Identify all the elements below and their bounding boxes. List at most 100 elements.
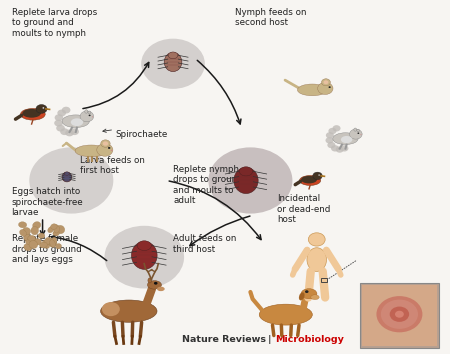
Ellipse shape xyxy=(307,248,327,272)
Ellipse shape xyxy=(22,109,41,118)
Ellipse shape xyxy=(26,238,33,244)
Circle shape xyxy=(340,145,348,152)
Circle shape xyxy=(60,128,69,135)
Text: |: | xyxy=(268,335,275,343)
Bar xyxy=(360,283,439,348)
Circle shape xyxy=(103,141,108,146)
Ellipse shape xyxy=(56,225,65,234)
Text: Eggs hatch into
spirochaete-free
larvae: Eggs hatch into spirochaete-free larvae xyxy=(12,188,83,217)
Ellipse shape xyxy=(33,222,41,229)
Ellipse shape xyxy=(259,304,312,325)
Ellipse shape xyxy=(28,235,36,241)
Ellipse shape xyxy=(20,108,45,120)
Circle shape xyxy=(305,290,309,293)
Circle shape xyxy=(42,107,44,109)
Ellipse shape xyxy=(148,278,152,283)
Text: Nature Reviews: Nature Reviews xyxy=(182,335,266,343)
Circle shape xyxy=(325,137,333,143)
Text: Microbiology: Microbiology xyxy=(274,335,344,343)
Text: Replete larva drops
to ground and
moults to nymph: Replete larva drops to ground and moults… xyxy=(12,8,97,38)
Bar xyxy=(321,278,327,282)
Circle shape xyxy=(54,114,63,121)
Circle shape xyxy=(324,80,328,84)
Ellipse shape xyxy=(354,128,357,131)
Ellipse shape xyxy=(234,167,258,194)
Ellipse shape xyxy=(54,225,59,233)
Ellipse shape xyxy=(29,240,38,249)
Ellipse shape xyxy=(301,176,317,183)
Ellipse shape xyxy=(51,224,57,229)
Bar xyxy=(362,285,437,346)
Circle shape xyxy=(328,86,331,88)
Circle shape xyxy=(57,109,66,116)
Circle shape xyxy=(54,120,63,126)
Ellipse shape xyxy=(85,110,88,113)
Ellipse shape xyxy=(20,229,27,236)
Ellipse shape xyxy=(24,232,30,240)
Circle shape xyxy=(141,39,205,89)
Circle shape xyxy=(92,116,93,117)
Text: Incidental
or dead-end
host: Incidental or dead-end host xyxy=(277,194,330,224)
Circle shape xyxy=(62,107,71,114)
Ellipse shape xyxy=(102,302,120,316)
Circle shape xyxy=(331,145,339,152)
Text: Larva feeds on
first host: Larva feeds on first host xyxy=(80,156,145,176)
Circle shape xyxy=(327,142,335,148)
Circle shape xyxy=(97,144,113,156)
Circle shape xyxy=(357,132,359,134)
Ellipse shape xyxy=(157,287,165,291)
Ellipse shape xyxy=(299,292,304,300)
Ellipse shape xyxy=(22,228,31,235)
Ellipse shape xyxy=(357,129,360,132)
Circle shape xyxy=(65,130,74,136)
Ellipse shape xyxy=(301,289,317,299)
Circle shape xyxy=(395,311,404,318)
Ellipse shape xyxy=(48,227,54,233)
Ellipse shape xyxy=(239,167,252,176)
Ellipse shape xyxy=(168,52,178,59)
Circle shape xyxy=(318,82,333,95)
Ellipse shape xyxy=(31,227,39,235)
Text: Erythema migrans: Erythema migrans xyxy=(360,294,437,303)
Circle shape xyxy=(208,147,292,213)
Circle shape xyxy=(360,134,361,135)
Circle shape xyxy=(80,111,94,122)
Circle shape xyxy=(56,125,65,132)
Circle shape xyxy=(36,104,47,113)
Ellipse shape xyxy=(51,237,57,245)
Circle shape xyxy=(89,115,90,116)
Ellipse shape xyxy=(18,222,27,228)
Ellipse shape xyxy=(43,242,50,248)
Text: Adult feeds on
third host: Adult feeds on third host xyxy=(173,234,236,254)
Ellipse shape xyxy=(297,84,327,96)
Circle shape xyxy=(154,282,157,285)
Circle shape xyxy=(321,79,330,86)
Ellipse shape xyxy=(42,240,50,248)
Ellipse shape xyxy=(64,172,70,175)
Text: Spirochaete: Spirochaete xyxy=(116,130,168,139)
Ellipse shape xyxy=(50,240,55,247)
Text: Replete female
drops to ground
and lays eggs: Replete female drops to ground and lays … xyxy=(12,234,81,264)
Text: Nymph feeds on
second host: Nymph feeds on second host xyxy=(235,8,306,27)
Ellipse shape xyxy=(33,239,41,245)
Circle shape xyxy=(328,128,337,134)
Ellipse shape xyxy=(333,133,358,144)
Circle shape xyxy=(336,146,344,153)
Circle shape xyxy=(108,147,110,149)
Circle shape xyxy=(313,172,322,179)
Ellipse shape xyxy=(341,136,352,143)
Circle shape xyxy=(390,307,409,322)
Circle shape xyxy=(308,233,325,246)
Ellipse shape xyxy=(24,243,32,251)
Circle shape xyxy=(381,299,418,329)
Circle shape xyxy=(111,150,112,151)
Circle shape xyxy=(326,132,334,138)
Ellipse shape xyxy=(55,244,62,249)
Circle shape xyxy=(350,129,362,139)
Ellipse shape xyxy=(53,230,59,236)
Ellipse shape xyxy=(38,233,45,238)
Ellipse shape xyxy=(164,52,182,72)
Ellipse shape xyxy=(88,111,91,114)
Ellipse shape xyxy=(137,241,151,251)
Ellipse shape xyxy=(75,145,107,157)
